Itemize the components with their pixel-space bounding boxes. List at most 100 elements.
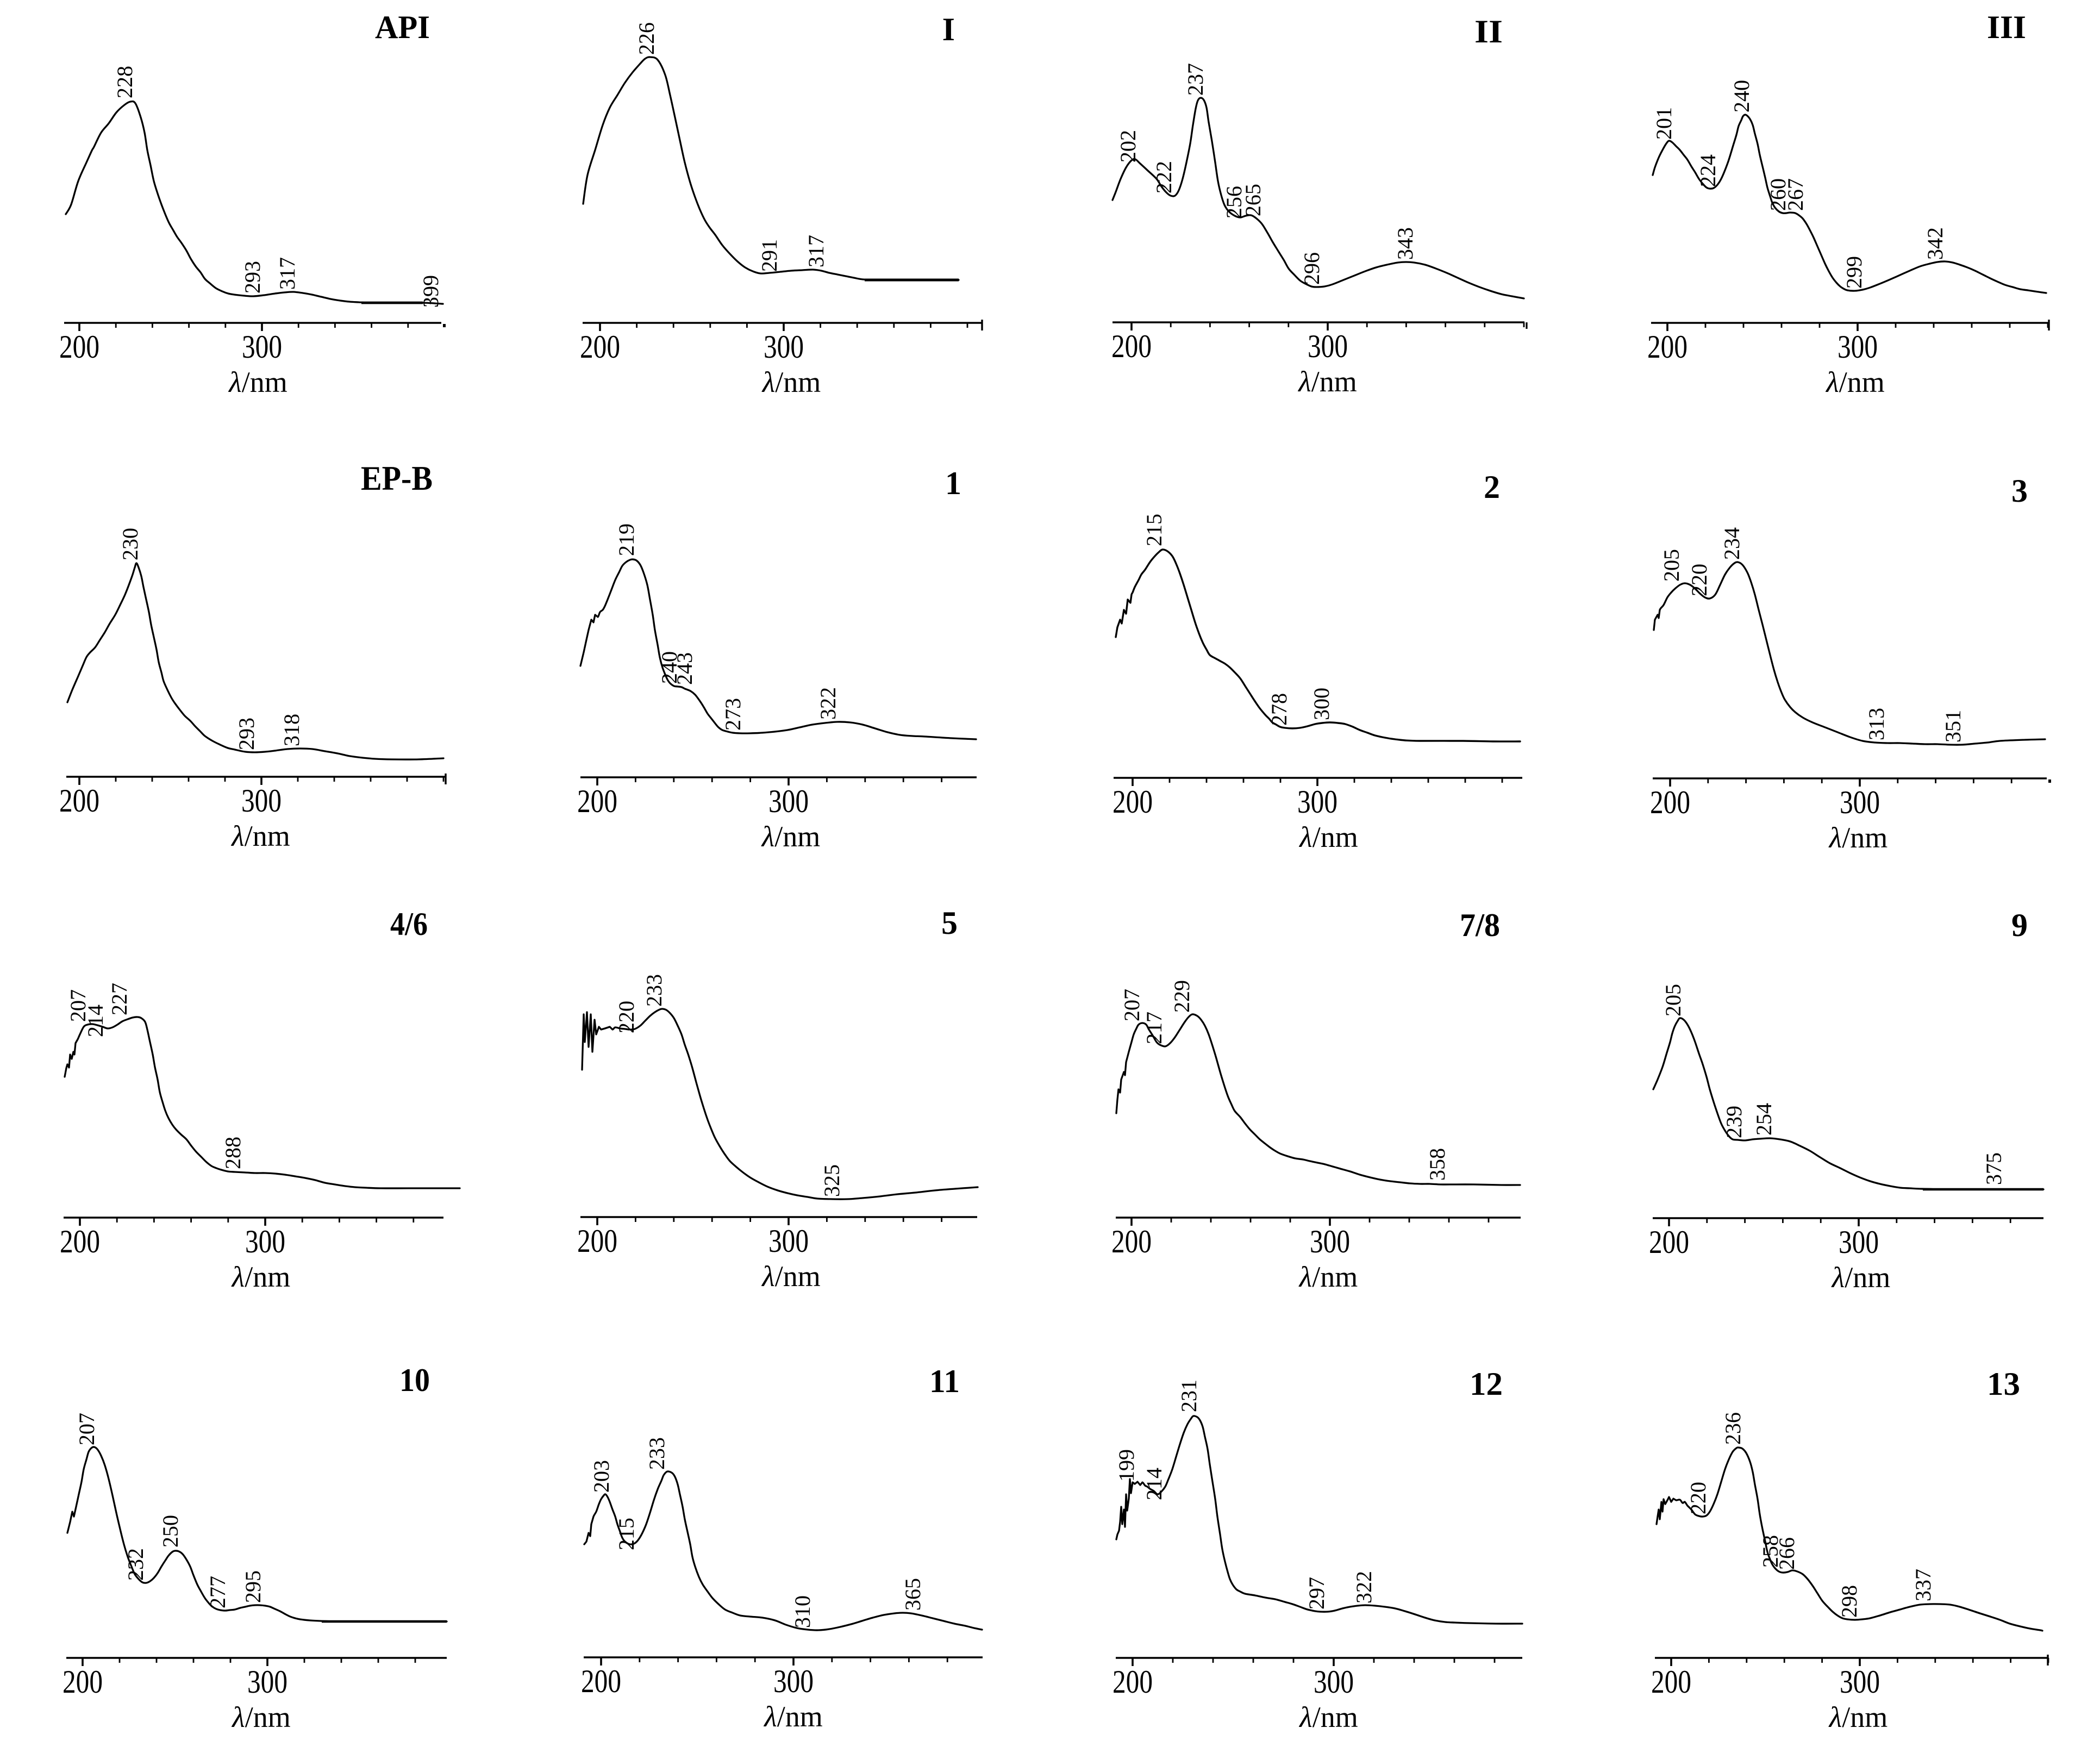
svg-text:266: 266 xyxy=(1774,1537,1799,1570)
svg-text:5: 5 xyxy=(941,905,958,941)
svg-text:λ/nm: λ/nm xyxy=(1825,366,1884,398)
svg-text:200: 200 xyxy=(580,329,620,365)
svg-text:200: 200 xyxy=(1647,329,1688,365)
svg-text:243: 243 xyxy=(672,652,697,685)
svg-text:217: 217 xyxy=(1142,1012,1166,1044)
svg-text:375: 375 xyxy=(1982,1152,2006,1185)
svg-text:297: 297 xyxy=(1304,1577,1329,1610)
svg-text:λ/nm: λ/nm xyxy=(1297,365,1357,398)
svg-text:240: 240 xyxy=(1729,80,1754,113)
svg-text:233: 233 xyxy=(642,974,666,1007)
svg-text:300: 300 xyxy=(1297,784,1338,820)
svg-text:200: 200 xyxy=(60,1224,100,1259)
svg-text:322: 322 xyxy=(816,687,840,720)
svg-text:318: 318 xyxy=(279,714,304,746)
svg-text:230: 230 xyxy=(118,528,142,560)
svg-text:201: 201 xyxy=(1652,107,1676,140)
svg-text:API: API xyxy=(375,9,430,45)
svg-text:λ/nm: λ/nm xyxy=(1298,821,1358,853)
svg-text:237: 237 xyxy=(1183,63,1208,96)
svg-text:399: 399 xyxy=(418,275,443,308)
svg-text:207: 207 xyxy=(74,1413,99,1445)
svg-text:317: 317 xyxy=(275,257,299,290)
svg-text:317: 317 xyxy=(804,235,828,267)
svg-text:300: 300 xyxy=(1308,328,1348,364)
svg-text:300: 300 xyxy=(241,783,282,819)
svg-text:300: 300 xyxy=(1840,784,1880,820)
svg-text:λ/nm: λ/nm xyxy=(230,820,290,852)
svg-text:215: 215 xyxy=(1142,514,1166,546)
svg-text:10: 10 xyxy=(399,1362,430,1398)
svg-text:260: 260 xyxy=(1766,178,1790,211)
svg-text:300: 300 xyxy=(1840,1664,1880,1700)
svg-text:300: 300 xyxy=(1839,1224,1879,1260)
svg-text:λ/nm: λ/nm xyxy=(763,1700,822,1733)
svg-text:234: 234 xyxy=(1720,527,1744,560)
svg-text:λ/nm: λ/nm xyxy=(1298,1701,1358,1733)
svg-text:365: 365 xyxy=(901,1578,925,1611)
svg-text:III: III xyxy=(1987,9,2026,45)
svg-text:203: 203 xyxy=(589,1460,614,1493)
svg-text:207: 207 xyxy=(1120,989,1144,1021)
svg-text:200: 200 xyxy=(577,783,617,819)
svg-text:220: 220 xyxy=(614,1001,639,1033)
svg-text:200: 200 xyxy=(1111,1224,1152,1259)
svg-text:λ/nm: λ/nm xyxy=(761,1260,820,1293)
svg-text:298: 298 xyxy=(1837,1585,1861,1618)
svg-text:258: 258 xyxy=(1758,1535,1783,1568)
svg-text:300: 300 xyxy=(247,1664,288,1700)
svg-text:199: 199 xyxy=(1114,1449,1139,1482)
svg-text:291: 291 xyxy=(757,239,782,272)
svg-text:288: 288 xyxy=(221,1137,245,1169)
svg-text:300: 300 xyxy=(773,1663,814,1699)
svg-text:200: 200 xyxy=(59,783,99,819)
svg-text:228: 228 xyxy=(112,66,137,98)
svg-text:295: 295 xyxy=(241,1570,265,1603)
svg-text:273: 273 xyxy=(721,698,745,731)
svg-text:343: 343 xyxy=(1393,227,1417,260)
svg-text:300: 300 xyxy=(1838,329,1878,365)
svg-text:219: 219 xyxy=(614,523,639,556)
svg-text:λ/nm: λ/nm xyxy=(1828,821,1888,854)
svg-text:300: 300 xyxy=(1309,688,1334,720)
svg-text:207: 207 xyxy=(66,989,90,1022)
svg-text:300: 300 xyxy=(1314,1664,1354,1700)
svg-text:214: 214 xyxy=(83,1005,108,1037)
svg-text:300: 300 xyxy=(1310,1224,1350,1259)
svg-text:13: 13 xyxy=(1987,1366,2020,1402)
svg-text:200: 200 xyxy=(1111,328,1152,364)
svg-text:300: 300 xyxy=(242,329,282,365)
svg-text:310: 310 xyxy=(790,1595,815,1628)
svg-text:265: 265 xyxy=(1241,184,1265,216)
svg-text:λ/nm: λ/nm xyxy=(231,1261,290,1293)
svg-text:200: 200 xyxy=(1649,1224,1689,1260)
svg-text:300: 300 xyxy=(768,1223,809,1259)
svg-text:313: 313 xyxy=(1864,708,1889,740)
svg-text:254: 254 xyxy=(1752,1103,1776,1136)
svg-text:337: 337 xyxy=(1911,1569,1935,1601)
svg-text:299: 299 xyxy=(1842,256,1866,289)
svg-text:200: 200 xyxy=(1112,784,1153,820)
svg-text:224: 224 xyxy=(1696,154,1720,187)
svg-text:9: 9 xyxy=(2011,907,2028,943)
svg-text:200: 200 xyxy=(62,1664,103,1700)
svg-text:300: 300 xyxy=(764,329,804,365)
svg-text:240: 240 xyxy=(657,651,682,684)
svg-text:200: 200 xyxy=(1651,1664,1691,1700)
svg-text:277: 277 xyxy=(205,1576,230,1608)
svg-text:267: 267 xyxy=(1783,178,1808,211)
svg-text:222: 222 xyxy=(1152,161,1176,194)
svg-text:300: 300 xyxy=(245,1224,285,1259)
svg-text:220: 220 xyxy=(1686,1482,1710,1514)
svg-text:293: 293 xyxy=(240,261,265,294)
svg-text:351: 351 xyxy=(1941,710,1965,743)
svg-text:λ/nm: λ/nm xyxy=(231,1701,290,1733)
svg-text:12: 12 xyxy=(1470,1366,1503,1402)
svg-text:200: 200 xyxy=(581,1663,621,1699)
svg-text:325: 325 xyxy=(820,1164,844,1197)
svg-text:226: 226 xyxy=(634,22,659,55)
svg-text:I: I xyxy=(942,11,955,47)
svg-text:293: 293 xyxy=(234,718,259,750)
svg-text:200: 200 xyxy=(59,329,99,365)
svg-text:214: 214 xyxy=(1142,1468,1166,1500)
